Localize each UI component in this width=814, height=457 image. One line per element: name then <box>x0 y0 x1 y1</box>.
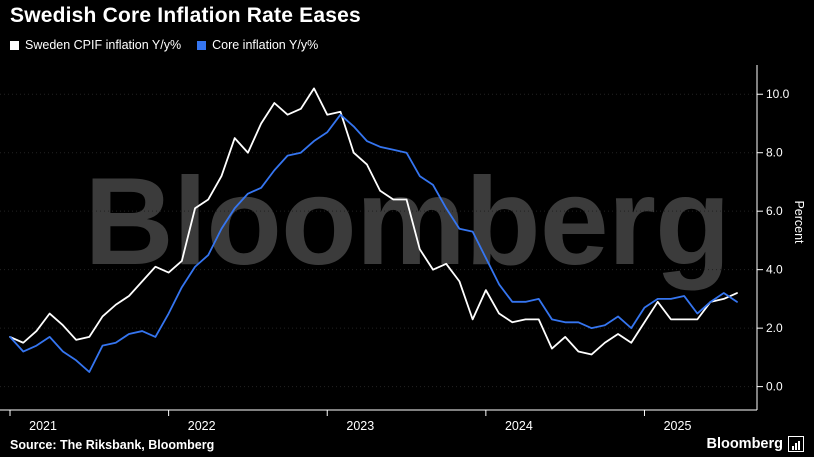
legend-item-core: Core inflation Y/y% <box>197 38 318 52</box>
x-year-label: 2021 <box>29 419 57 433</box>
bloomberg-logo-text: Bloomberg <box>706 436 783 452</box>
chart-legend: Sweden CPIF inflation Y/y% Core inflatio… <box>10 38 318 52</box>
bloomberg-terminal-icon <box>788 436 804 452</box>
y-tick-label: 6.0 <box>766 204 783 218</box>
bloomberg-logo: Bloomberg <box>706 436 804 452</box>
y-tick-label: 2.0 <box>766 321 783 335</box>
source-note: Source: The Riksbank, Bloomberg <box>10 438 215 452</box>
core-series-label: Core inflation Y/y% <box>212 38 319 52</box>
x-year-label: 2025 <box>664 419 692 433</box>
cpif-series-swatch <box>10 40 19 50</box>
y-tick-label: 4.0 <box>766 263 783 277</box>
y-tick-label: 8.0 <box>766 146 783 160</box>
y-tick-label: 10.0 <box>766 87 790 101</box>
x-year-label: 2024 <box>505 419 533 433</box>
core-series-swatch <box>197 40 207 50</box>
x-year-label: 2023 <box>346 419 374 433</box>
legend-item-cpif: Sweden CPIF inflation Y/y% <box>10 38 181 52</box>
y-axis-title: Percent <box>792 200 806 244</box>
cpif-series-label: Sweden CPIF inflation Y/y% <box>25 38 182 52</box>
y-tick-label: 0.0 <box>766 380 783 394</box>
chart-title: Swedish Core Inflation Rate Eases <box>10 4 361 27</box>
series-line-1 <box>9 113 738 373</box>
x-year-label: 2022 <box>188 419 216 433</box>
series-line-0 <box>9 87 738 356</box>
